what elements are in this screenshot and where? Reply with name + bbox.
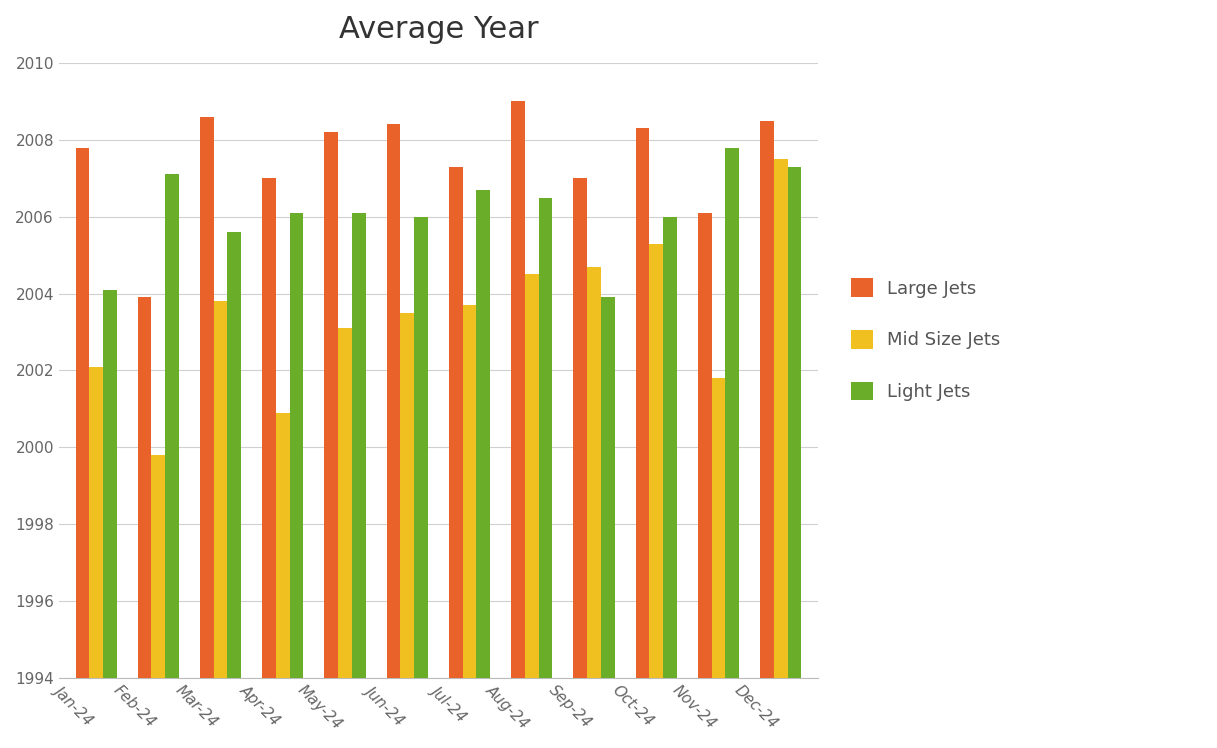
Bar	[290, 213, 303, 678]
Bar	[138, 298, 151, 678]
Bar	[214, 301, 228, 678]
Bar	[511, 102, 525, 678]
Bar	[200, 117, 214, 678]
Bar	[400, 313, 414, 678]
Bar	[75, 147, 89, 678]
Bar	[725, 147, 739, 678]
Bar	[587, 267, 601, 678]
Bar	[103, 289, 117, 678]
Bar	[663, 217, 677, 678]
Bar	[476, 190, 490, 678]
Bar	[262, 178, 276, 678]
Bar	[761, 120, 774, 678]
Bar	[774, 159, 787, 678]
Legend: Large Jets, Mid Size Jets, Light Jets: Large Jets, Mid Size Jets, Light Jets	[842, 269, 1010, 410]
Bar	[525, 275, 539, 678]
Bar	[539, 197, 553, 678]
Bar	[712, 378, 725, 678]
Bar	[166, 174, 179, 678]
Bar	[338, 328, 352, 678]
Bar	[228, 232, 241, 678]
Bar	[449, 167, 462, 678]
Bar	[573, 178, 587, 678]
Bar	[276, 413, 290, 678]
Bar	[89, 367, 103, 678]
Bar	[635, 129, 650, 678]
Bar	[697, 213, 712, 678]
Bar	[462, 305, 476, 678]
Bar	[601, 298, 615, 678]
Bar	[352, 213, 365, 678]
Bar	[414, 217, 428, 678]
Bar	[787, 167, 801, 678]
Bar	[151, 455, 166, 678]
Title: Average Year: Average Year	[338, 15, 538, 44]
Bar	[325, 132, 338, 678]
Bar	[650, 244, 663, 678]
Bar	[387, 124, 400, 678]
